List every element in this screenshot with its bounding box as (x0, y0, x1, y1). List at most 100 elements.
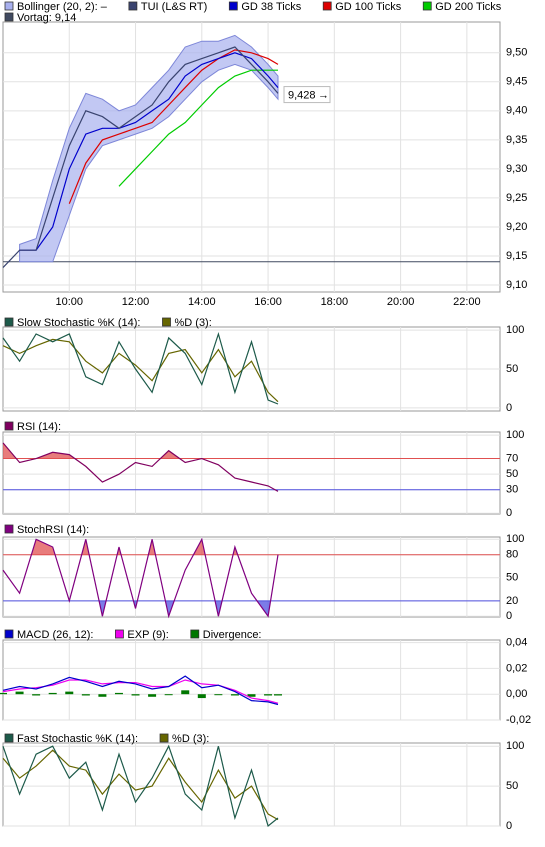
series-line (2, 679, 279, 704)
y-tick-label: 9,20 (506, 221, 527, 233)
plot-frame (2, 639, 501, 721)
y-tick-label: 50 (506, 780, 518, 792)
last-price-arrow: → (318, 89, 329, 101)
divergence-bar (98, 694, 107, 697)
divergence-bar (65, 691, 74, 695)
x-tick-label: 16:00 (254, 296, 282, 308)
legend-swatch (4, 524, 14, 534)
legend-label: GD 200 Ticks (435, 1, 502, 13)
divergence-bar (264, 694, 273, 696)
divergence-bar (81, 694, 90, 696)
legend-label: StochRSI (14): (17, 524, 89, 536)
legend-label: EXP (9): (127, 629, 168, 641)
legend-label: GD 38 Ticks (241, 1, 301, 13)
y-tick-label: 0 (506, 402, 512, 414)
y-tick-label: 9,45 (506, 76, 527, 88)
y-tick-label: 0,04 (506, 636, 527, 648)
divergence-bar (114, 692, 123, 695)
y-tick-label: 50 (506, 572, 518, 584)
legend-swatch (4, 317, 14, 327)
divergence-bar (0, 692, 7, 695)
divergence-bar (181, 690, 190, 695)
divergence-bar (230, 694, 239, 696)
divergence-bar (247, 694, 256, 697)
x-tick-label: 18:00 (321, 296, 349, 308)
legend-label: MACD (26, 12): (17, 629, 93, 641)
y-tick-label: 0,00 (506, 688, 527, 700)
legend-swatch (422, 1, 432, 11)
legend-label: %D (3): (175, 317, 212, 329)
bollinger-band (19, 34, 279, 263)
legend-label: Bollinger (20, 2): – (17, 1, 108, 13)
legend-swatch (162, 317, 171, 327)
y-tick-label: 20 (506, 595, 518, 607)
y-tick-label: 50 (506, 468, 518, 480)
y-tick-label: 9,35 (506, 134, 527, 146)
y-tick-label: 50 (506, 363, 518, 375)
y-tick-label: 70 (506, 452, 518, 464)
series-line (2, 675, 279, 706)
y-tick-label: 9,10 (506, 279, 527, 291)
legend-label: Divergence: (203, 629, 262, 641)
legend-label: TUI (L&S RT) (141, 1, 207, 13)
x-tick-label: 14:00 (188, 296, 216, 308)
series-line (2, 749, 279, 821)
last-price-box (283, 86, 331, 104)
legend-label: RSI (14): (17, 421, 61, 433)
legend-swatch (322, 1, 332, 11)
y-tick-label: 30 (506, 484, 518, 496)
y-tick-label: 100 (506, 324, 524, 336)
legend-swatch (159, 733, 169, 743)
plot-frame (2, 536, 501, 618)
legend-swatch (4, 12, 14, 22)
legend-swatch (4, 1, 14, 11)
series-line (2, 744, 279, 828)
legend-label: Slow Stochastic %K (14): (17, 317, 141, 329)
y-tick-label: 9,30 (506, 163, 527, 175)
x-tick-label: 10:00 (56, 296, 84, 308)
legend-label: %D (3): (172, 733, 209, 745)
series-line (2, 537, 279, 619)
y-tick-label: 9,15 (506, 250, 527, 262)
plot-frame (2, 431, 501, 515)
legend-label: GD 100 Ticks (335, 1, 402, 13)
series-line (19, 52, 279, 251)
divergence-bar (15, 691, 24, 695)
series-line (2, 331, 279, 405)
y-tick-label: 0 (506, 507, 512, 519)
y-tick-label: 9,40 (506, 105, 527, 117)
x-tick-label: 22:00 (453, 296, 481, 308)
legend-label: Fast Stochastic %K (14): (17, 733, 138, 745)
divergence-bar (274, 694, 283, 696)
legend-swatch (228, 1, 238, 11)
y-tick-label: 100 (506, 740, 524, 752)
divergence-bar (148, 694, 157, 697)
y-tick-label: 80 (506, 549, 518, 561)
y-tick-label: -0,02 (506, 714, 531, 726)
y-tick-label: 9,25 (506, 192, 527, 204)
series-line (68, 49, 279, 204)
series-line (2, 442, 279, 492)
legend-swatch (128, 1, 138, 11)
last-price-label: 9,428 (288, 89, 316, 101)
legend-swatch (190, 629, 200, 639)
legend-label: Vortag: 9,14 (17, 12, 76, 24)
divergence-bar (131, 694, 140, 696)
x-tick-label: 20:00 (387, 296, 415, 308)
y-tick-label: 0 (506, 820, 512, 832)
divergence-bar (197, 694, 206, 699)
divergence-bar (214, 694, 223, 696)
series-line (2, 46, 279, 269)
y-tick-label: 100 (506, 429, 524, 441)
legend-swatch (4, 733, 14, 743)
y-tick-label: 0 (506, 610, 512, 622)
plot-frame (2, 742, 501, 827)
y-tick-label: 0,02 (506, 662, 527, 674)
legend-swatch (4, 421, 14, 431)
legend-swatch (115, 629, 124, 639)
divergence-bar (164, 694, 173, 696)
y-tick-label: 9,50 (506, 47, 527, 59)
divergence-bar (48, 692, 57, 695)
y-tick-label: 100 (506, 533, 524, 545)
